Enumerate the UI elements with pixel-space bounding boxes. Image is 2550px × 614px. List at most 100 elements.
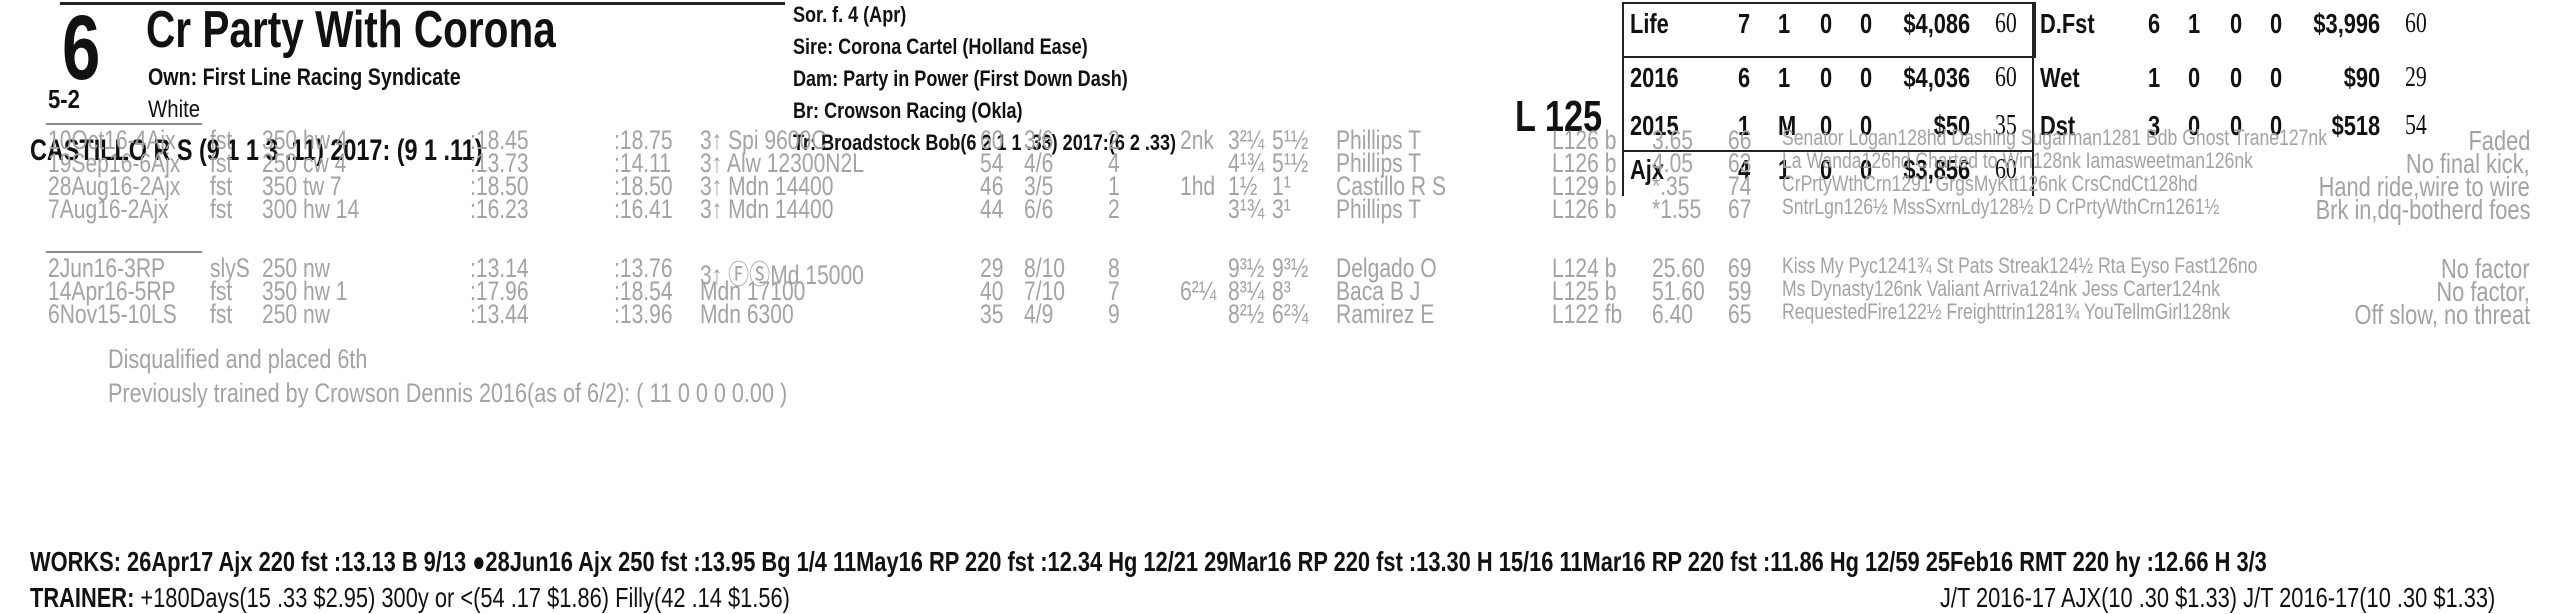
pp-speed: 60 bbox=[980, 125, 1004, 155]
pp-post: 6/6 bbox=[1024, 194, 1054, 224]
stats-left-rule bbox=[1622, 2, 1624, 196]
pp-finish: 6²¾ bbox=[1272, 299, 1309, 329]
stat-wins: 0 bbox=[2188, 62, 2201, 93]
pp-post: 3/6 bbox=[1024, 125, 1054, 155]
stat-wins: 1 bbox=[1778, 8, 1791, 39]
stat-places: 0 bbox=[1820, 8, 1833, 39]
stat-label: D.Fst bbox=[2040, 8, 2095, 39]
pp-company: RequestedFire122½ Freighttrin1281¾ YouTe… bbox=[1782, 299, 2231, 324]
pp-odds: 51.60 bbox=[1652, 276, 1705, 306]
pp-company: Ms Dynasty126nk Valiant Arriva124nk Jess… bbox=[1782, 276, 2220, 301]
pp-fraction-1: :13.14 bbox=[470, 253, 529, 283]
pp-company: La Wanda126hd Charted to Win128nk Iamasw… bbox=[1782, 148, 2253, 173]
stat-places: 0 bbox=[2230, 8, 2243, 39]
pp-comment: Hand ride,wire to wire bbox=[2318, 171, 2530, 202]
pp-call-1: 6²¼ bbox=[1180, 276, 1217, 306]
pp-start: 9 bbox=[1108, 299, 1120, 329]
pp-call-2: 3¹¾ bbox=[1228, 194, 1265, 224]
stat-starts: 6 bbox=[2148, 8, 2161, 39]
pp-weight: L125 b bbox=[1552, 276, 1617, 306]
stat-earnings: $518 bbox=[2331, 110, 2381, 141]
morning-line-odds: 5-2 bbox=[48, 84, 80, 114]
stat-wins: 0 bbox=[2188, 110, 2201, 141]
stat-wins: 1 bbox=[1778, 62, 1791, 93]
pp-dist: 350 tw 7 bbox=[262, 171, 342, 201]
pp-company: Senator Logan128hd Dashing Sugarman1281 … bbox=[1782, 125, 2328, 150]
pp-speed: 44 bbox=[980, 194, 1004, 224]
pp-odds: 25.60 bbox=[1652, 253, 1705, 283]
pp-comment: No final kick, bbox=[2406, 148, 2530, 179]
pp-dist: 350 hw 4 bbox=[262, 125, 348, 155]
stat-shows: 0 bbox=[1860, 110, 1873, 141]
pp-fraction-2: :18.54 bbox=[614, 276, 673, 306]
pp-dist: 300 hw 14 bbox=[262, 194, 360, 224]
horse-name: Cr Party With Corona bbox=[146, 1, 556, 59]
stat-earnings: $50 bbox=[1933, 110, 1971, 141]
weight: L 125 bbox=[1515, 92, 1603, 141]
pp-weight: L126 b bbox=[1552, 148, 1617, 178]
stat-label: Wet bbox=[2040, 62, 2080, 93]
pp-jockey: Castillo R S bbox=[1336, 171, 1447, 201]
pp-jockey: Phillips T bbox=[1336, 194, 1422, 224]
pp-date: 10Oct16-4Ajx bbox=[48, 125, 176, 155]
jt-stats: J/T 2016-17 AJX(10 .30 $1.33) J/T 2016-1… bbox=[1940, 582, 2496, 613]
stat-wins: 1 bbox=[1778, 154, 1791, 185]
pp-odds: *1.55 bbox=[1652, 194, 1702, 224]
pp-race-type: 3↑ ⒻⓈMd 15000 bbox=[700, 260, 864, 290]
pp-dist: 250 cw 4 bbox=[262, 148, 347, 178]
stat-starts: 3 bbox=[2148, 110, 2161, 141]
dam: Dam: Party in Power (First Down Dash) bbox=[793, 66, 1128, 91]
stat-starts: 6 bbox=[1738, 62, 1751, 93]
program-number: 6 bbox=[62, 0, 101, 99]
pp-comment: Brk in,dq-botherd foes bbox=[2315, 194, 2530, 225]
table-row: 6Nov15-10LS fst 250 nw:13.44:13.96 Mdn 6300… bbox=[0, 299, 2550, 330]
stat-label: Life bbox=[1630, 8, 1669, 39]
pp-comment: Faded bbox=[2468, 125, 2530, 156]
pp-weight: L122 fb bbox=[1552, 299, 1623, 329]
pp-jockey: Phillips T bbox=[1336, 125, 1422, 155]
pp-date: 14Apr16-5RP bbox=[48, 276, 176, 306]
pp-speed: 40 bbox=[980, 276, 1004, 306]
header-rule bbox=[60, 2, 785, 5]
pp-cond: fst bbox=[210, 148, 233, 178]
stat-places: 0 bbox=[2230, 62, 2243, 93]
stat-starts: 1 bbox=[2148, 62, 2161, 93]
stat-speed: 54 bbox=[2405, 110, 2427, 141]
pp-comment: Off slow, no threat bbox=[2354, 299, 2530, 330]
pp-start: 7 bbox=[1108, 276, 1120, 306]
table-row: 2Jun16-3RP slyS 250 nw:13.14:13.76 3↑ ⒻⓈMd … bbox=[0, 253, 2550, 290]
stat-label: Dst bbox=[2040, 110, 2076, 141]
pp-speed-fig: 66 bbox=[1728, 125, 1752, 155]
pp-odds: 6.40 bbox=[1652, 299, 1693, 329]
stat-wins: M bbox=[1778, 110, 1797, 141]
previous-trainer-note: Previously trained by Crowson Dennis 201… bbox=[108, 378, 788, 408]
table-row: 10Oct16-4Ajx fst 350 hw 4:18.45:18.75 3↑ Sp… bbox=[0, 125, 2550, 156]
stat-speed: 60 bbox=[1995, 8, 2017, 39]
stat-shows: 0 bbox=[1860, 62, 1873, 93]
pp-call-1: 1hd bbox=[1180, 171, 1216, 201]
jockey-line: CASTILLO R S (9 1 1 3 .11) 2017: (9 1 .1… bbox=[30, 134, 483, 167]
stat-starts: 1 bbox=[1738, 110, 1751, 141]
table-row: 28Aug16-2Ajx fst 350 tw 7:18.50:18.50 3↑ Md… bbox=[0, 171, 2550, 202]
breeder: Br: Crowson Racing (Okla) bbox=[793, 98, 1023, 123]
pp-company: CrPrtyWthCrn1291 GrgsMyKtt126nk CrsCndCt… bbox=[1782, 171, 2198, 196]
stat-wins: 1 bbox=[2188, 8, 2201, 39]
pp-call-2: 9³½ bbox=[1228, 253, 1265, 283]
pp-race-type: 3↑ Alw 12300N2L bbox=[700, 148, 864, 178]
stat-earnings: $3,996 bbox=[2313, 8, 2381, 39]
pp-company: SntrLgn126½ MssSxrnLdy128½ D CrPrtyWthCr… bbox=[1782, 194, 2220, 219]
pp-start: 2 bbox=[1108, 194, 1120, 224]
pp-date: 19Sep16-6Ajx bbox=[48, 148, 181, 178]
stat-speed: 60 bbox=[2405, 8, 2427, 39]
silks: White bbox=[148, 96, 201, 123]
pp-cond: fst bbox=[210, 299, 233, 329]
pp-date: 2Jun16-3RP bbox=[48, 253, 166, 283]
pp-post: 4/9 bbox=[1024, 299, 1054, 329]
pp-dist: 250 nw bbox=[262, 253, 330, 283]
pp-weight: L126 b bbox=[1552, 125, 1617, 155]
pp-call-2: 3²¼ bbox=[1228, 125, 1265, 155]
trainer-stats-text: +180Days(15 .33 $2.95) 300y or <(54 .17 … bbox=[140, 582, 790, 613]
trainer-info: Tr: Broadstock Bob(6 2 1 1 .33) 2017:(6 … bbox=[793, 130, 1177, 155]
pp-date-rule bbox=[46, 123, 202, 125]
pp-cond: fst bbox=[210, 194, 233, 224]
